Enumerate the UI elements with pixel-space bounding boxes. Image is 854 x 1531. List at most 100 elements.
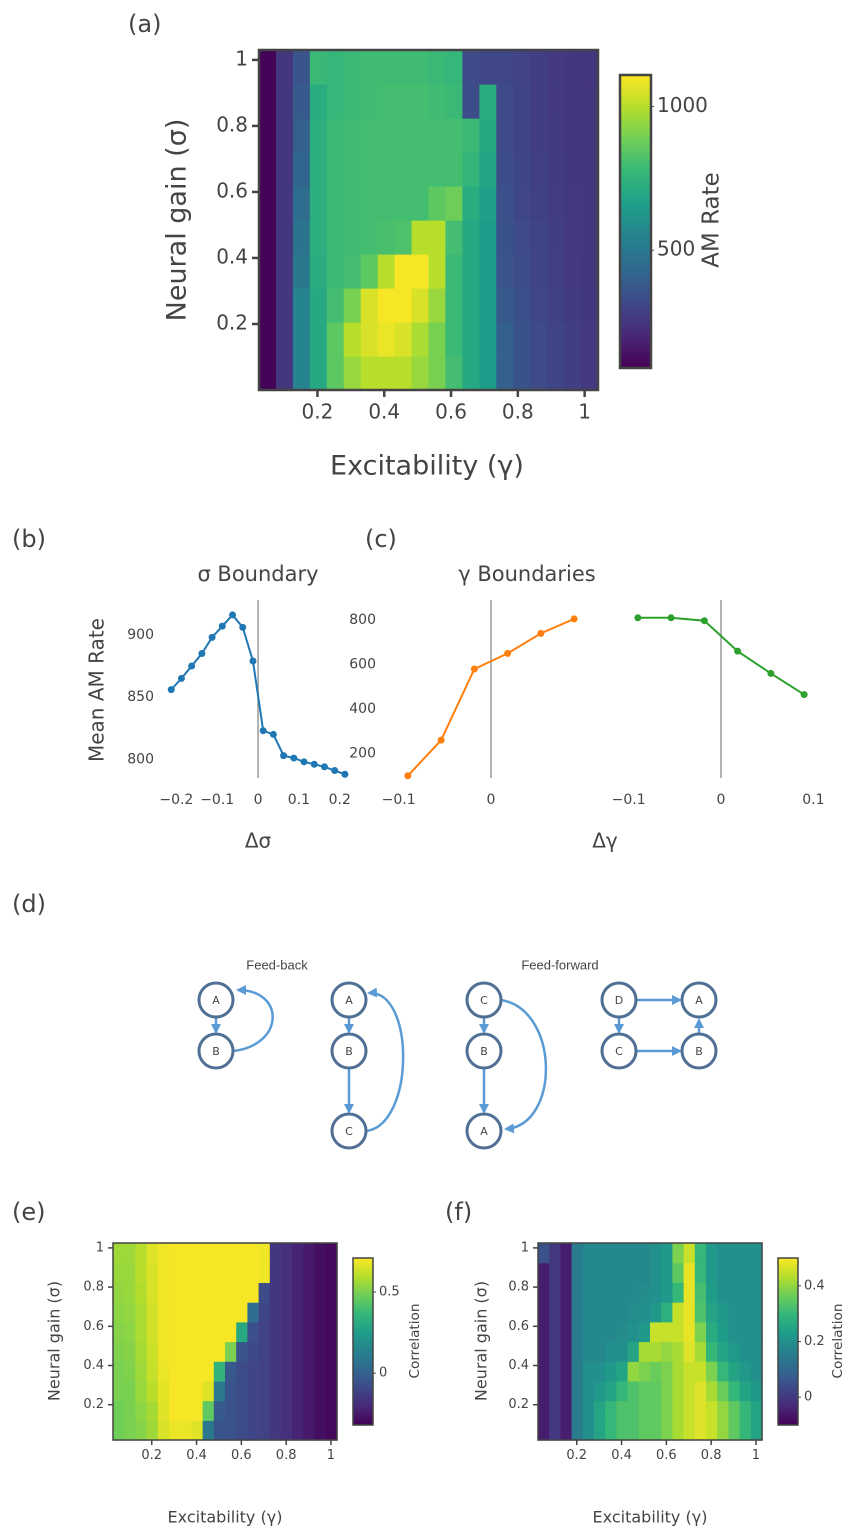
heat-cell	[683, 1420, 696, 1441]
heat-cell	[605, 1282, 617, 1303]
heat-cell	[292, 288, 311, 323]
heat-cell	[750, 1243, 763, 1264]
heat-cell	[547, 186, 565, 221]
node-label: A	[345, 994, 353, 1007]
heat-cell	[135, 1321, 148, 1343]
arrow	[500, 998, 548, 1134]
heat-cell	[661, 1243, 673, 1264]
heat-cell	[479, 50, 497, 85]
heat-cell	[303, 1243, 316, 1264]
heat-cell	[513, 186, 531, 221]
heat-cell	[377, 84, 396, 119]
heat-cell	[627, 1341, 640, 1362]
heat-cell	[258, 1341, 271, 1362]
heat-cell	[269, 1341, 282, 1362]
heat-cell	[706, 1321, 718, 1343]
heat-cell	[513, 288, 531, 323]
heat-cell	[325, 1400, 338, 1421]
panel-label: (f)	[445, 1198, 472, 1226]
heat-cell	[213, 1380, 226, 1402]
heat-cell	[560, 1302, 573, 1323]
heat-cell	[445, 50, 463, 85]
node	[330, 1032, 368, 1070]
heat-cell	[247, 1302, 260, 1323]
heat-cell	[202, 1321, 215, 1343]
x-tick-label: 0.2	[566, 1448, 587, 1463]
heat-cell	[627, 1361, 640, 1382]
heat-cell	[479, 186, 497, 221]
heat-cell	[571, 1262, 584, 1283]
colorbar-tick-label: 0	[804, 1390, 812, 1405]
marker	[300, 758, 308, 766]
y-tick-label: 0.8	[508, 1280, 529, 1295]
heat-cell	[259, 186, 277, 221]
marker	[259, 727, 267, 735]
heat-cell	[124, 1400, 136, 1421]
heat-cell	[582, 1243, 595, 1264]
heat-cell	[650, 1302, 662, 1323]
heat-cell	[303, 1420, 316, 1441]
x-tick-label: −0.2	[159, 792, 193, 808]
heat-cell	[650, 1243, 662, 1264]
y-tick-label: 0.6	[216, 178, 248, 202]
heat-cell	[513, 50, 531, 85]
heat-cell	[314, 1341, 327, 1362]
heat-cell	[169, 1400, 181, 1421]
diagram: (d) Feed-back Feed-forward	[12, 890, 704, 1134]
heat-cell	[343, 50, 362, 85]
heat-cell	[225, 1243, 237, 1264]
heat-cell	[672, 1341, 685, 1362]
heat-cell	[394, 356, 413, 391]
y-tick-label: 0.6	[508, 1319, 529, 1334]
heat-cell	[281, 1361, 293, 1382]
heat-cell	[661, 1262, 673, 1283]
heat-cell	[694, 1361, 707, 1382]
marker	[320, 763, 328, 771]
heat-cell	[549, 1361, 561, 1382]
heat-cell	[269, 1380, 282, 1402]
heat-cell	[594, 1380, 606, 1402]
heat-cell	[462, 356, 480, 391]
heat-cell	[225, 1420, 237, 1441]
heat-cell	[247, 1420, 260, 1441]
heat-cell	[571, 1380, 584, 1402]
heat-cell	[717, 1282, 729, 1303]
heat-cell	[411, 186, 430, 221]
heat-cell	[146, 1262, 159, 1283]
heat-cell	[605, 1321, 617, 1343]
heat-cell	[445, 322, 463, 357]
heat-cell	[113, 1302, 125, 1323]
heat-cell	[672, 1262, 685, 1283]
heat-cell	[549, 1321, 561, 1343]
heat-cell	[616, 1380, 629, 1402]
heat-cell	[169, 1380, 181, 1402]
chart-title: σ Boundary	[197, 562, 318, 586]
heat-cell	[627, 1380, 640, 1402]
heat-cell	[650, 1341, 662, 1362]
node	[465, 1032, 503, 1070]
heat-cell	[739, 1262, 752, 1283]
heat-cell	[169, 1302, 181, 1323]
heat-cell	[135, 1400, 148, 1421]
heat-cell	[157, 1420, 170, 1441]
heat-cell	[564, 254, 582, 289]
marker	[800, 691, 808, 699]
heat-cell	[281, 1420, 293, 1441]
y-tick-label: 850	[127, 689, 154, 705]
heat-cell	[314, 1302, 327, 1323]
heat-cell	[638, 1262, 651, 1283]
heat-cell	[343, 322, 362, 357]
colorbar	[777, 1257, 799, 1426]
heat-cell	[549, 1341, 561, 1362]
colorbar	[618, 73, 653, 370]
heat-cell	[394, 84, 413, 119]
colorbar-title: Correlation	[830, 1304, 846, 1379]
heat-cell	[309, 186, 328, 221]
heat-cell	[661, 1361, 673, 1382]
y-tick-label: 900	[127, 627, 154, 643]
heat-cell	[275, 220, 294, 255]
heat-cell	[683, 1341, 696, 1362]
heat-cell	[157, 1380, 170, 1402]
heat-cell	[683, 1380, 696, 1402]
heat-cell	[549, 1380, 561, 1402]
